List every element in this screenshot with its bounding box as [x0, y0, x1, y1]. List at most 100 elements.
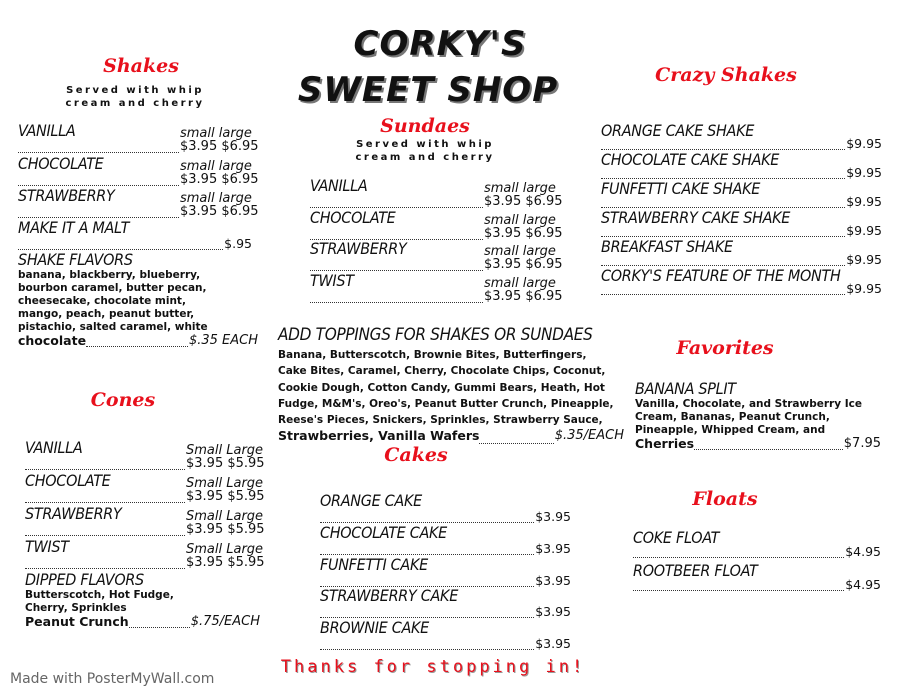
menu-item: FUNFETTI CAKE SHAKE $9.95 [601, 180, 882, 209]
item-name-row: STRAWBERRY small large [310, 239, 558, 259]
item-price: $9.95 [846, 281, 882, 296]
item-price: $9.95 [846, 252, 882, 267]
dot-leader [601, 286, 846, 295]
description-line: cheesecake, chocolate mint, [18, 295, 186, 307]
logo-line1: CORKY'S [353, 24, 527, 64]
item-price: $9.95 [846, 223, 882, 238]
dot-leader [310, 262, 483, 271]
crazy-shakes-title: Crazy Shakes [655, 64, 797, 86]
item-price-row: $3.95 $5.95 [25, 456, 265, 471]
menu-item: BROWNIE CAKE $3.95 [320, 619, 571, 651]
item-name-row: TWIST Small Large [25, 538, 263, 557]
menu-item: STRAWBERRY CAKE $3.95 [320, 587, 571, 619]
floats-section: COKE FLOAT $4.95 ROOTBEER FLOAT $4.95 [633, 529, 881, 595]
menu-item: TWIST Small Large $3.95 $5.95 [25, 538, 265, 571]
dot-leader [86, 338, 188, 347]
description-last-row: Cherries $7.95 [635, 437, 881, 450]
item-price: $.95 [224, 236, 252, 251]
menu-item: CHOCOLATE CAKE $3.95 [320, 523, 571, 556]
sundaes-subtitle: Served with whip cream and cherry [355, 139, 494, 164]
item-name: STRAWBERRY [310, 239, 407, 258]
toppings-section: ADD TOPPINGS FOR SHAKES OR SUNDAES Banana… [278, 326, 624, 445]
item-price-row: $4.95 [633, 578, 881, 591]
item-name-row: STRAWBERRY Small Large [25, 504, 264, 524]
dot-leader [320, 578, 535, 587]
size-labels: small large [484, 181, 556, 196]
menu-item: CHOCOLATE CAKE SHAKE $9.95 [601, 151, 882, 180]
cones-title: Cones [90, 389, 156, 411]
dot-leader [25, 527, 185, 536]
item-name-row: CHOCOLATE small large [18, 153, 254, 173]
item-name-row: CHOCOLATE Small Large [25, 472, 264, 491]
item-description: Banana, Butterscotch, Brownie Bites, But… [278, 347, 624, 445]
item-price: $4.95 [845, 544, 881, 559]
item-price-row: $3.95 $5.95 [25, 556, 265, 569]
menu-item: FUNFETTI CAKE $3.95 [320, 555, 571, 588]
size-labels: Small Large [186, 509, 264, 524]
item-price-row: $3.95 $6.95 [310, 195, 563, 208]
dot-leader [128, 619, 190, 628]
malt-section: MAKE IT A MALT $.95 [18, 219, 254, 250]
item-name: VANILLA [18, 121, 76, 140]
item-price-row: $9.95 [601, 137, 882, 150]
description-last-row: Peanut Crunch $.75/EACH [25, 615, 260, 628]
cakes-section: ORANGE CAKE $3.95 CHOCOLATE CAKE $3.95 FUNFE… [320, 492, 571, 651]
description-line: Strawberries, Vanilla Wafers [278, 428, 480, 444]
menu-item: VANILLA small large $3.95 $6.95 [310, 176, 563, 209]
item-price-row: $9.95 [601, 195, 882, 208]
menu-item: CHOCOLATE Small Large $3.95 $5.95 [25, 472, 265, 505]
dot-leader [310, 199, 483, 208]
item-name: STRAWBERRY [25, 504, 122, 523]
item-price: $9.95 [846, 165, 882, 180]
item-name-row: TWIST small large [310, 270, 558, 290]
item-prices: $3.95 $5.95 [186, 522, 265, 537]
item-price-row: $9.95 [601, 224, 882, 237]
item-name: STRAWBERRY CAKE [320, 586, 458, 606]
item-name: BANANA SPLIT [635, 379, 736, 398]
item-price: $3.95 [535, 604, 571, 620]
item-price-row: $3.95 $6.95 [18, 173, 259, 186]
menu-item: CHOCOLATE small large $3.95 $6.95 [310, 208, 563, 241]
menu-item: STRAWBERRY Small Large $3.95 $5.95 [25, 504, 265, 538]
description-line: Cherry, Sprinkles [25, 602, 127, 614]
item-price-row: $9.95 [601, 282, 882, 295]
item-name: DIPPED FLAVORS [25, 570, 144, 589]
shake-flavors-section: SHAKE FLAVORS banana, blackberry, blueber… [18, 251, 258, 347]
item-name: ORANGE CAKE [320, 491, 422, 510]
item-name-row: CHOCOLATE small large [310, 208, 558, 227]
dot-leader [633, 582, 845, 591]
item-price-row: $3.95 [320, 604, 571, 620]
item-name: ROOTBEER FLOAT [633, 561, 758, 580]
item-price-row: $3.95 $6.95 [18, 205, 259, 218]
item-name: STRAWBERRY [18, 186, 115, 205]
item-name: CHOCOLATE [18, 153, 104, 173]
size-labels: small large [484, 244, 556, 259]
item-description: Vanilla, Chocolate, and Strawberry Ice Cr… [635, 398, 881, 450]
item-price: $4.95 [845, 577, 881, 592]
item-name-row: VANILLA small large [18, 121, 254, 141]
item-price: $3.95 [535, 509, 571, 524]
dipped-flavors-section: DIPPED FLAVORS Butterscotch, Hot Fudge, Ch… [25, 571, 260, 628]
item-name: VANILLA [310, 176, 368, 195]
item-price: $3.95 [535, 572, 571, 588]
shakes-subtitle: Served with whip cream and cherry [65, 85, 204, 110]
item-price: $9.95 [846, 136, 882, 151]
dot-leader [479, 435, 554, 445]
description-line: Cake Bites, Caramel, Cherry, Chocolate C… [278, 365, 606, 378]
item-price-row: $9.95 [601, 166, 882, 179]
item-name: SHAKE FLAVORS [18, 250, 133, 269]
item-name: TWIST [310, 270, 354, 290]
item-name: CORKY'S FEATURE OF THE MONTH [601, 266, 841, 285]
subtitle-line: cream and cherry [65, 97, 205, 109]
menu-item: ORANGE CAKE $3.95 [320, 492, 571, 524]
item-prices: $3.95 $5.95 [186, 456, 265, 471]
menu-item: CHOCOLATE small large $3.95 $6.95 [18, 153, 259, 188]
item-prices: $3.95 $6.95 [484, 288, 563, 304]
description-line: Pineapple, Whipped Cream, and [635, 424, 826, 436]
cones-section: VANILLA Small Large $3.95 $5.95 CHOCOLATE Sm… [25, 439, 265, 571]
menu-item: STRAWBERRY small large $3.95 $6.95 [310, 239, 563, 272]
item-prices: $3.95 $5.95 [186, 489, 265, 504]
description-line: Cherries [635, 436, 695, 451]
size-labels: Small Large [186, 476, 264, 491]
sundaes-title: Sundaes [380, 115, 470, 137]
